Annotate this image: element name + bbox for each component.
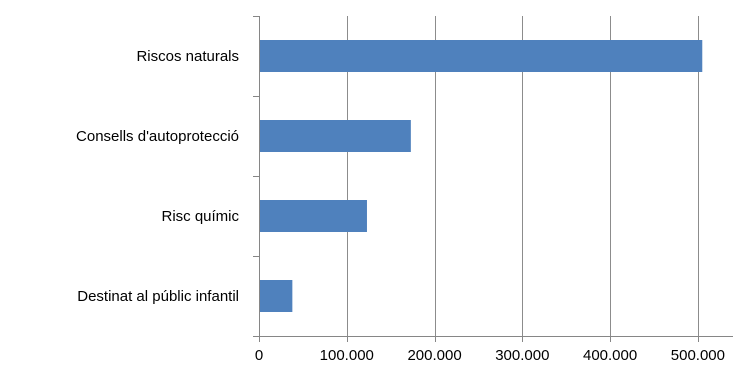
x-tick-label-3: 300.000 [495, 347, 549, 364]
category-labels: Riscos naturals Consells d'autoprotecció R… [76, 48, 239, 305]
x-tick-label-1: 100.000 [320, 347, 374, 364]
axes [253, 16, 733, 342]
bar-1 [259, 120, 411, 152]
bar-3 [259, 280, 293, 312]
x-tick-label-4: 400.000 [583, 347, 637, 364]
x-tick-label-5: 500.000 [671, 347, 725, 364]
x-tick-labels: 0 100.000 200.000 300.000 400.000 500.000 [255, 347, 725, 364]
x-tick-label-0: 0 [255, 347, 263, 364]
category-label-0: Riscos naturals [136, 48, 239, 65]
category-label-2: Risc químic [161, 208, 239, 225]
category-label-1: Consells d'autoprotecció [76, 128, 239, 145]
x-tick-label-2: 200.000 [407, 347, 461, 364]
category-label-3: Destinat al públic infantil [77, 288, 239, 305]
bar-0 [259, 40, 703, 72]
bars [259, 40, 703, 312]
bar-2 [259, 200, 367, 232]
